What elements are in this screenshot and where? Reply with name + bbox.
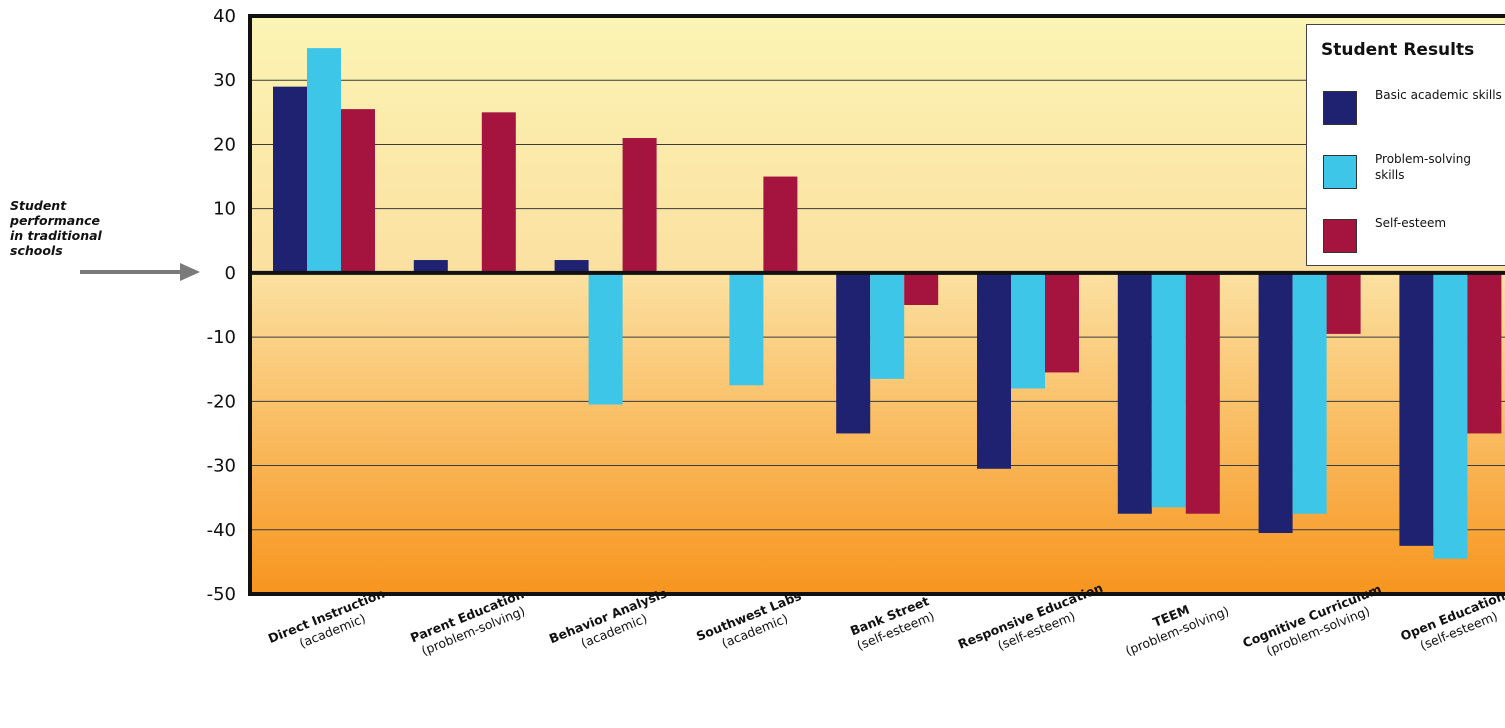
y-tick-label: -50 [207,584,236,605]
plot-frame [248,14,1505,596]
x-category-label: Bank Street(self-esteem) [848,593,937,653]
bar-self-esteem [1326,272,1361,334]
annotation-arrow [80,263,200,281]
bar-basic-academic [554,260,589,273]
x-category-label: Behavior Analysis(academic) [547,585,669,650]
annotation-line: in traditional [10,228,102,243]
bar-problem-solving [729,272,764,386]
y-tick-label: -20 [207,391,236,412]
y-tick-label: -10 [207,327,236,348]
y-tick-label: 30 [213,70,236,91]
bar-problem-solving [1011,272,1045,389]
legend-swatch [1323,219,1357,253]
bar-problem-solving [1433,272,1468,559]
bar-self-esteem [1185,272,1220,514]
bar-basic-academic [836,272,871,434]
bar-self-esteem [904,272,939,305]
bar-basic-academic [1258,272,1293,533]
x-category-label: Open Education(self-esteem) [1398,588,1505,653]
bar-problem-solving [1151,272,1186,508]
legend-title: Student Results [1321,40,1475,60]
bar-problem-solving [588,272,623,405]
y-tick-label: -40 [207,520,236,541]
x-category-label: Parent Education(problem-solving) [408,586,527,658]
annotation-line: schools [10,243,63,258]
annotation-line: performance [10,213,101,228]
bar-problem-solving [307,48,341,273]
bar-self-esteem [1045,272,1079,373]
x-category-label: TEEM(problem-solving) [1123,602,1231,659]
bar-self-esteem [341,109,375,273]
bar-self-esteem [1467,272,1502,434]
legend: Student Results Basic academic skills Pr… [1306,24,1505,266]
bar-basic-academic [273,86,307,273]
y-tick-label: 40 [213,6,236,27]
y-tick-label: -30 [207,456,236,477]
legend-label: Self-esteem [1375,216,1447,230]
bar-basic-academic [1399,272,1434,546]
legend-swatch [1323,91,1357,125]
annotation-line: Student [10,198,67,213]
x-category-label: Southwest Labs(academic) [694,588,803,651]
bar-basic-academic [1117,272,1152,514]
legend-label: Basic academic skills [1375,88,1502,102]
bar-self-esteem [481,112,516,273]
bar-basic-academic [413,260,448,273]
y-tick-label: 10 [213,199,236,220]
bar-problem-solving [870,272,905,379]
y-tick-label: 20 [213,134,236,155]
bar-basic-academic [977,272,1011,469]
legend-swatch [1323,155,1357,189]
legend-label: Problem-solving skills [1375,152,1471,182]
bar-self-esteem [763,176,798,273]
y-tick-label: 0 [225,263,236,284]
annotation-text: Student performance in traditional schoo… [10,198,125,258]
x-category-label: Direct Instruction(academic) [266,586,387,651]
bar-problem-solving [1292,272,1327,514]
bar-self-esteem [622,138,657,273]
